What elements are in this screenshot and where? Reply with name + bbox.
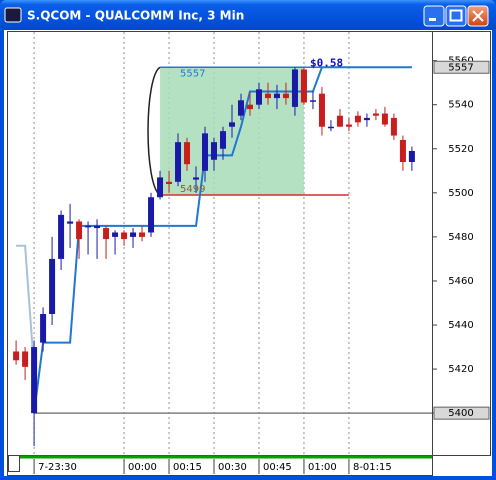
- y-tick-label: 5480: [448, 232, 473, 243]
- candle-body: [49, 258, 56, 314]
- x-tick-label: 8-01:15: [353, 462, 392, 473]
- y-tick-label: 5440: [448, 320, 473, 331]
- range-high-label: 5557: [180, 68, 205, 79]
- candle-body: [219, 131, 226, 149]
- candle-body: [354, 115, 361, 123]
- candle-body: [184, 142, 191, 165]
- candle-body: [22, 351, 29, 367]
- x-tick-label: 01:00: [308, 462, 337, 473]
- candle-body: [157, 177, 164, 198]
- candle-body: [255, 89, 262, 105]
- price-tag-label: 5400: [448, 408, 473, 419]
- close-button[interactable]: [467, 5, 489, 27]
- range-change-label: $0.58: [310, 56, 343, 69]
- candle-body: [175, 142, 182, 182]
- candle-body: [13, 351, 20, 361]
- candle-body: [202, 133, 209, 171]
- y-tick-label: 5500: [448, 188, 473, 199]
- candle-body: [372, 113, 379, 116]
- x-tick-label: 00:15: [173, 462, 202, 473]
- candle-body: [282, 93, 289, 99]
- candle-body: [408, 150, 415, 162]
- candle-body: [130, 232, 137, 237]
- candle-body: [300, 69, 307, 103]
- candle-body: [139, 232, 146, 237]
- candle-body: [193, 177, 200, 180]
- y-tick-label: 5460: [448, 276, 473, 287]
- y-tick-label: 5420: [448, 364, 473, 375]
- x-tick-label: 00:00: [128, 462, 157, 473]
- candle-body: [246, 104, 253, 110]
- candle-body: [76, 221, 83, 240]
- price-axis: [432, 31, 491, 456]
- candle-body: [318, 93, 325, 127]
- candle-body: [228, 122, 235, 127]
- candle-body: [363, 117, 370, 121]
- candle-body: [40, 314, 47, 343]
- scroll-box[interactable]: [8, 455, 20, 472]
- candle-body: [309, 100, 316, 102]
- y-tick-label: 5520: [448, 144, 473, 155]
- candle-body: [112, 232, 119, 237]
- range-low-label: 5499: [180, 184, 205, 195]
- app-icon: [4, 7, 22, 23]
- candle-body: [336, 115, 343, 127]
- candle-body: [399, 139, 406, 162]
- candle-body: [94, 225, 101, 229]
- range-bracket: [147, 66, 161, 196]
- price-tag: [433, 406, 490, 420]
- price-tag-label: 5557: [448, 62, 473, 73]
- candle-body: [327, 126, 334, 129]
- x-tick-label: 00:45: [263, 462, 292, 473]
- candle-body: [390, 117, 397, 136]
- x-tick-label: 00:30: [218, 462, 247, 473]
- candle-body: [273, 93, 280, 99]
- candle-body: [381, 113, 388, 125]
- candle-body: [103, 228, 110, 240]
- title-bar: [0, 0, 496, 30]
- minimize-button[interactable]: [423, 5, 445, 27]
- x-tick-label: 7-23:30: [38, 462, 77, 473]
- maximize-button[interactable]: [445, 5, 467, 27]
- candle-body: [345, 124, 352, 127]
- candle-body: [264, 93, 271, 99]
- candle-body: [121, 232, 128, 240]
- candle-body: [58, 214, 65, 259]
- candle-body: [166, 181, 173, 185]
- candle-body: [237, 100, 244, 116]
- window-title: S.QCOM - QUALCOMM Inc, 3 Min: [27, 9, 244, 23]
- price-tag: [433, 60, 490, 74]
- candle-body: [211, 142, 218, 160]
- candle-body: [31, 347, 38, 414]
- y-tick-label: 5540: [448, 100, 473, 111]
- indicator-line: [16, 244, 36, 370]
- candle-body: [291, 69, 298, 107]
- candle-body: [67, 221, 74, 224]
- candle-body: [85, 225, 92, 228]
- chart: 7-23:30 00:00 00:15 00:30 00:45 01:00 8-01:15 5…: [13, 32, 490, 474]
- candle-body: [148, 197, 155, 233]
